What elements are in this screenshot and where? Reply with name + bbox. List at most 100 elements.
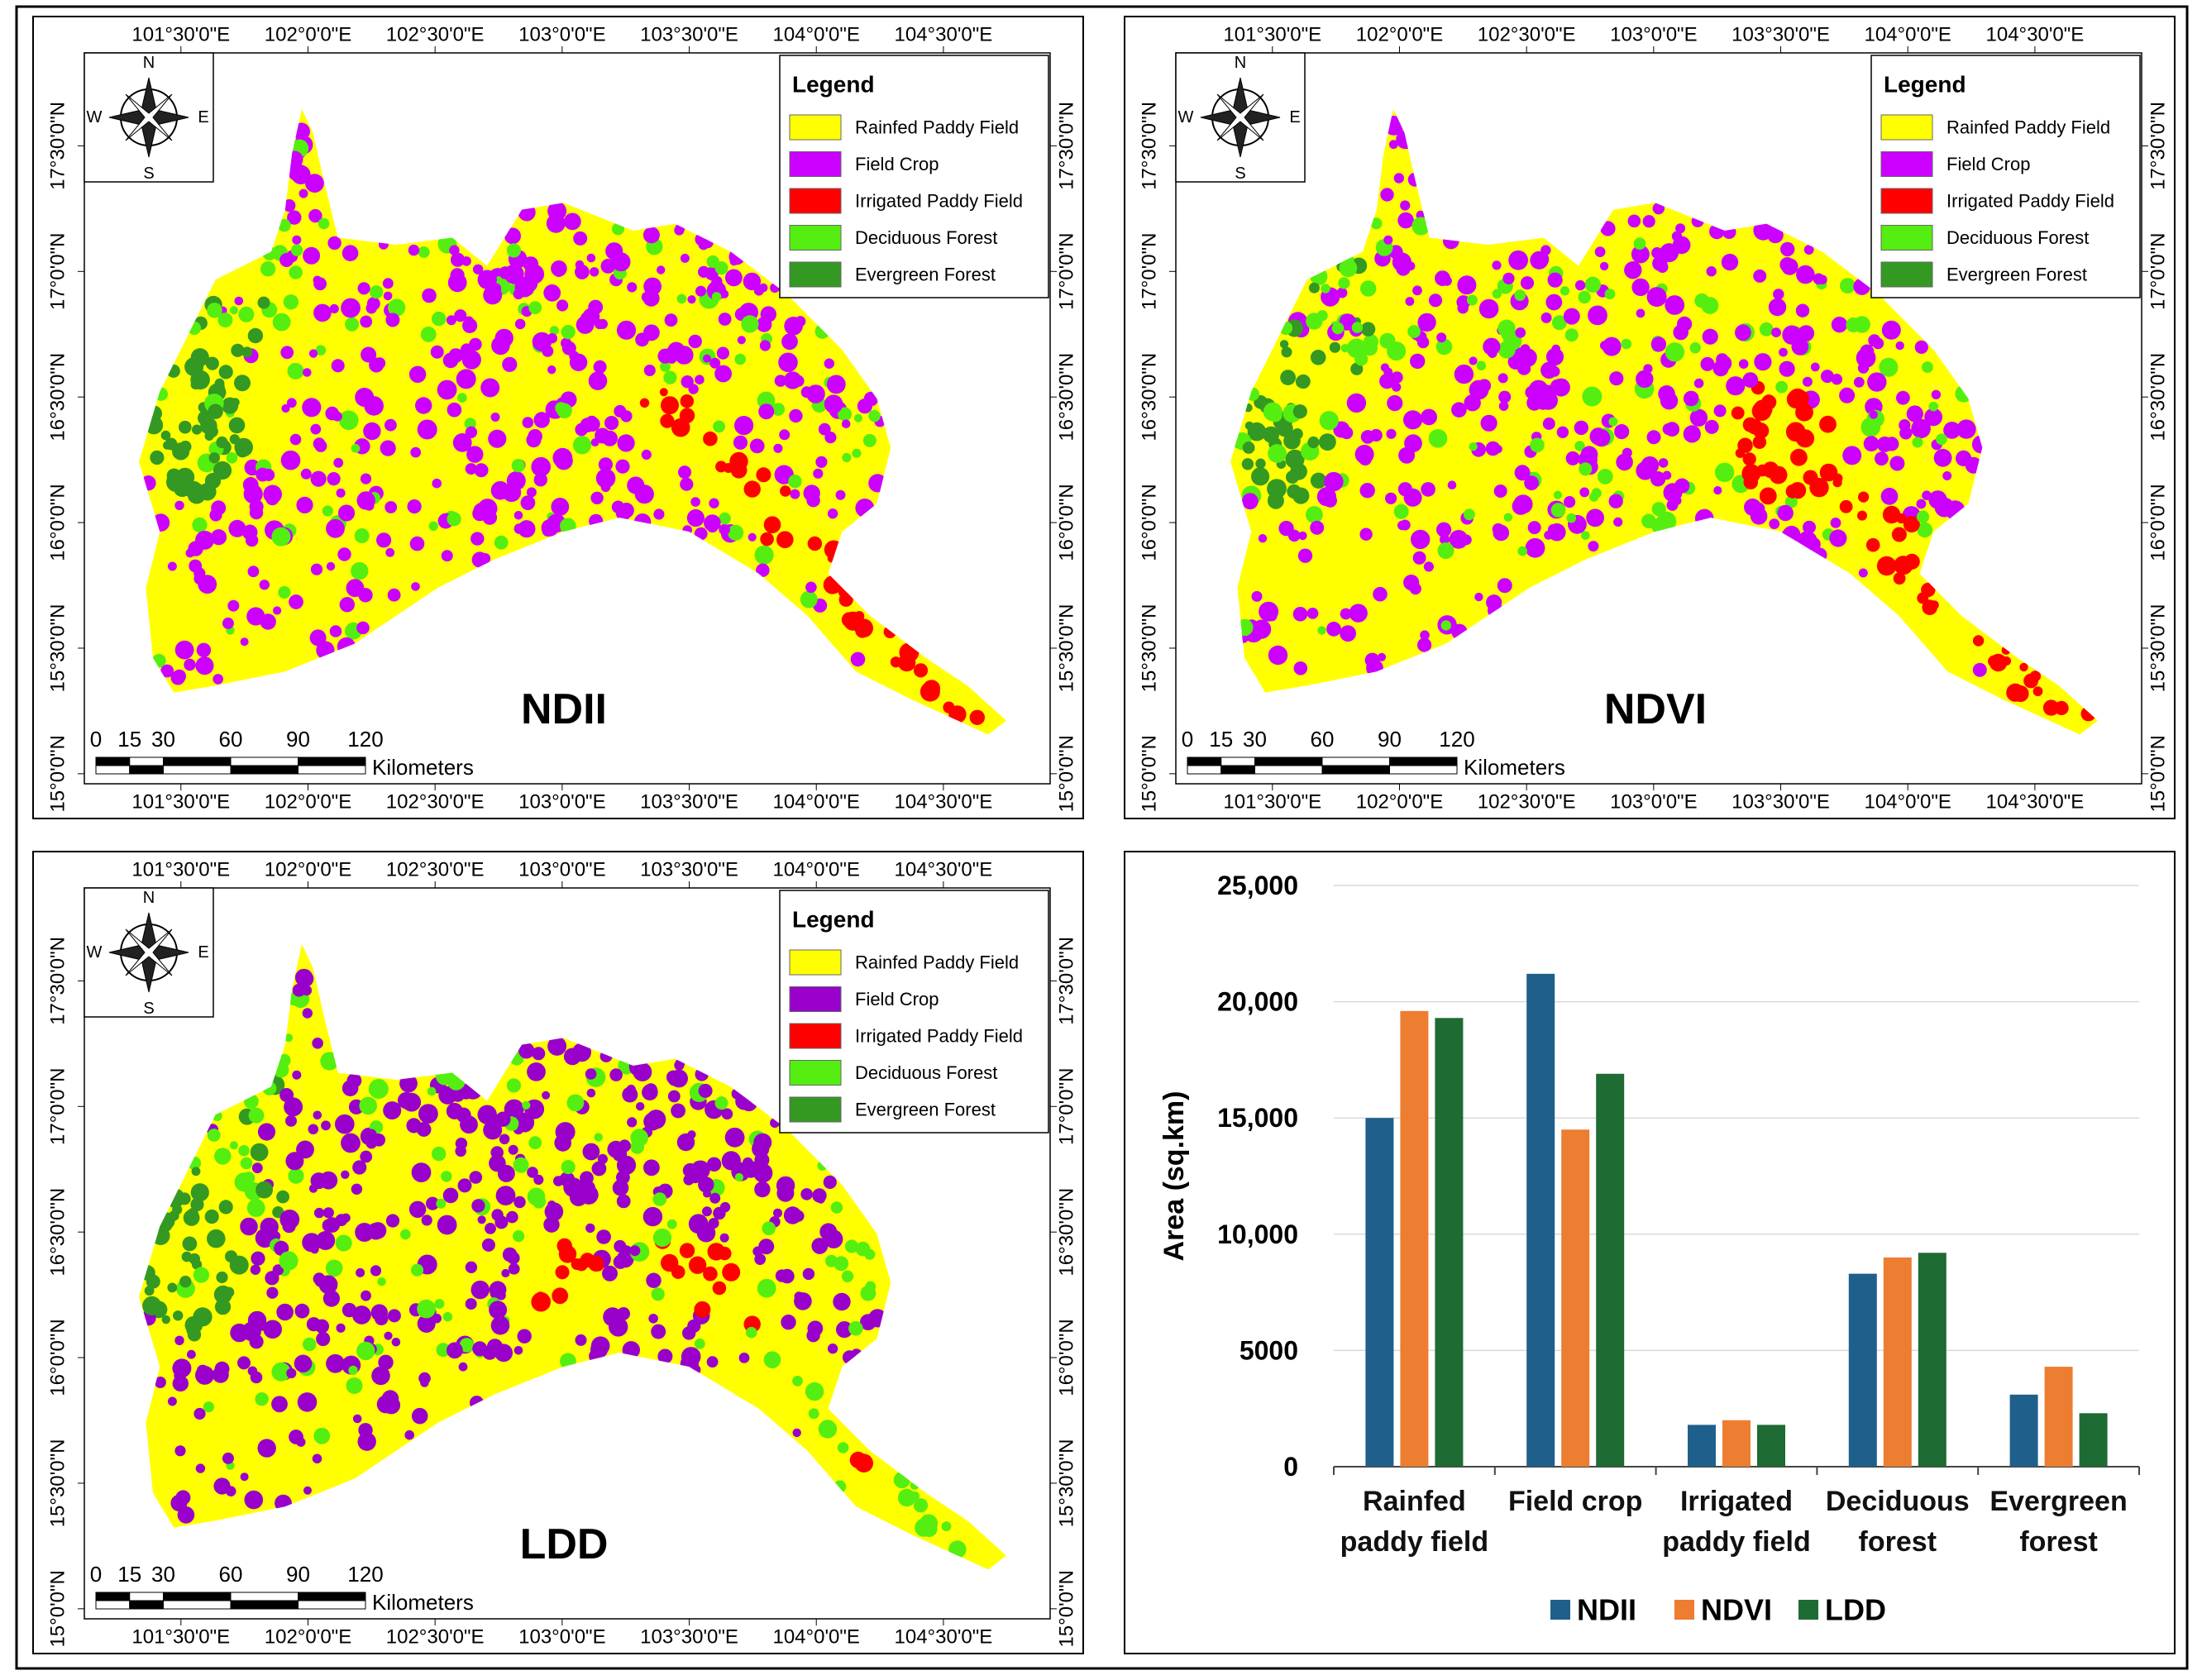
land-cover-patch	[471, 551, 488, 568]
land-cover-patch	[1574, 279, 1586, 291]
land-cover-patch	[240, 1472, 249, 1482]
land-cover-patch	[551, 498, 570, 516]
land-cover-patch	[447, 1342, 463, 1359]
land-cover-patch	[207, 303, 222, 318]
land-cover-patch	[533, 1174, 544, 1185]
land-cover-patch	[1560, 286, 1570, 296]
land-cover-patch	[1882, 505, 1901, 524]
land-cover-patch	[1331, 322, 1345, 335]
land-cover-patch	[1784, 495, 1798, 508]
land-cover-patch	[1604, 289, 1616, 300]
land-cover-patch	[367, 1222, 385, 1240]
land-cover-patch	[1917, 522, 1932, 538]
land-cover-patch	[447, 512, 461, 527]
land-cover-patch	[410, 446, 422, 458]
land-cover-patch	[409, 536, 425, 551]
land-cover-patch	[1329, 341, 1340, 353]
y-tick-label: 16°30'0"N	[2147, 353, 2170, 441]
land-cover-patch	[527, 1167, 538, 1178]
land-cover-patch	[709, 357, 721, 369]
land-cover-patch	[459, 1338, 475, 1353]
legend-title: Legend	[1884, 72, 1966, 98]
land-cover-patch	[706, 1157, 722, 1172]
land-cover-patch	[214, 1148, 232, 1165]
land-cover-patch	[1773, 289, 1784, 300]
land-cover-patch	[352, 1305, 371, 1324]
land-cover-patch	[289, 265, 303, 279]
land-cover-patch	[660, 413, 675, 428]
land-cover-patch	[434, 1299, 445, 1309]
x-tick-label: 101°30'0"E	[1223, 791, 1321, 814]
land-cover-patch	[1846, 317, 1861, 332]
land-cover-patch	[913, 1498, 929, 1513]
land-cover-patch	[1652, 255, 1668, 271]
land-cover-patch	[1933, 448, 1952, 467]
land-cover-patch	[324, 1236, 333, 1246]
land-cover-patch	[679, 408, 695, 423]
land-cover-patch	[643, 1159, 660, 1176]
land-cover-patch	[276, 1303, 294, 1321]
land-cover-patch	[302, 398, 322, 418]
land-cover-patch	[526, 487, 537, 498]
scale-label: 0	[1182, 727, 1193, 752]
basin-base	[1230, 108, 2099, 735]
land-cover-patch	[1636, 370, 1654, 389]
scale-label: 15	[1209, 727, 1233, 752]
compass-letter: W	[87, 108, 103, 126]
land-cover-patch	[522, 1100, 531, 1110]
land-cover-patch	[1359, 483, 1375, 499]
land-cover-patch	[1310, 472, 1327, 489]
x-label-box: Evergreen forest	[1989, 1486, 2127, 1558]
land-cover-patch	[1423, 561, 1434, 572]
land-cover-patch	[190, 379, 201, 390]
y-tick-label: 16°30'0"N	[47, 1188, 69, 1277]
land-cover-patch	[196, 642, 212, 657]
land-cover-patch	[1564, 328, 1579, 342]
land-cover-patch	[319, 1171, 338, 1190]
land-cover-patch	[1893, 572, 1906, 585]
land-cover-patch	[642, 1206, 663, 1227]
land-cover-patch	[312, 1038, 323, 1049]
land-cover-patch	[377, 1277, 386, 1286]
legend-label: Field Crop	[1946, 154, 2030, 174]
land-cover-patch	[502, 356, 518, 372]
legend-label: Field Crop	[855, 154, 939, 174]
land-cover-patch	[346, 1073, 362, 1088]
land-cover-patch	[780, 485, 791, 497]
land-cover-patch	[518, 277, 531, 289]
land-cover-patch	[289, 433, 302, 446]
land-cover-patch	[144, 1286, 155, 1296]
y-tick-label: 16°0'0"N	[47, 484, 69, 561]
land-cover-patch	[342, 245, 359, 262]
land-cover-patch	[1517, 361, 1531, 375]
land-cover-patch	[833, 1292, 851, 1311]
land-cover-patch	[247, 1310, 267, 1330]
land-cover-patch	[358, 588, 373, 603]
land-cover-patch	[756, 467, 771, 483]
land-cover-patch	[643, 365, 656, 376]
land-cover-patch	[1397, 212, 1414, 229]
scale-segment	[1254, 756, 1323, 766]
land-cover-patch	[776, 531, 794, 548]
land-cover-patch	[1759, 322, 1774, 336]
land-cover-patch	[841, 1270, 854, 1282]
land-cover-patch	[563, 212, 581, 231]
land-cover-patch	[1258, 534, 1268, 543]
land-cover-patch	[490, 283, 502, 294]
land-cover-patch	[648, 1314, 658, 1324]
bar	[1688, 1425, 1716, 1467]
y-tick-label: 15°30'0"N	[1139, 604, 1161, 693]
land-cover-patch	[387, 588, 401, 602]
land-cover-patch	[208, 452, 220, 464]
land-cover-patch	[427, 1086, 437, 1096]
land-cover-patch	[227, 599, 240, 612]
land-cover-patch	[1454, 364, 1474, 384]
land-cover-patch	[192, 517, 208, 533]
land-cover-patch	[728, 524, 744, 541]
land-cover-patch	[474, 463, 489, 478]
land-cover-patch	[1803, 470, 1818, 485]
land-cover-patch	[1493, 484, 1507, 498]
land-cover-patch	[1497, 319, 1516, 337]
land-cover-patch	[1584, 276, 1601, 293]
land-cover-patch	[222, 1452, 234, 1464]
